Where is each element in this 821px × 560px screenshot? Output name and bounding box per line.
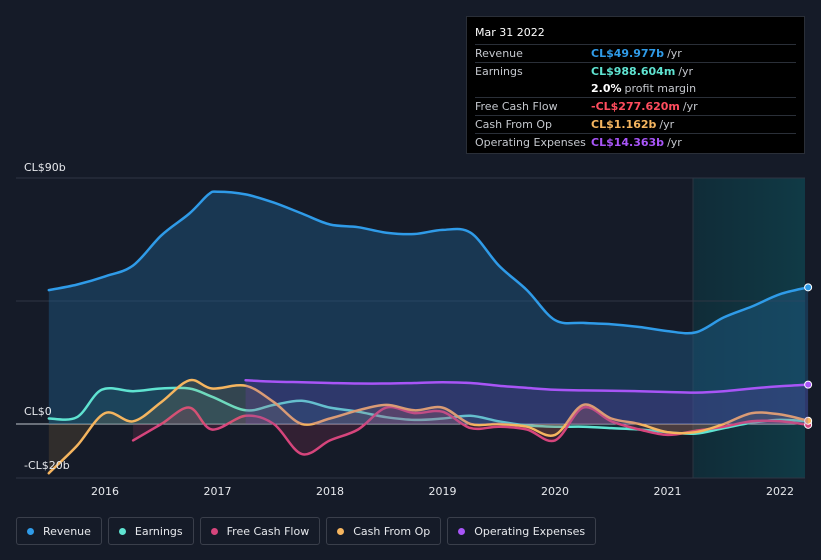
operating-expenses-series	[244, 379, 813, 424]
x-tick-label: 2018	[316, 485, 344, 498]
legend-label: Free Cash Flow	[226, 524, 310, 538]
y-tick-label: -CL$20b	[24, 459, 70, 472]
y-tick-label: CL$90b	[24, 161, 66, 174]
tooltip-unit: /yr	[667, 136, 682, 149]
tooltip-row-earnings: Earnings CL$988.604m /yr	[475, 62, 796, 80]
x-tick-label: 2016	[91, 485, 119, 498]
legend-earnings[interactable]: Earnings	[107, 517, 194, 545]
tooltip-row-profit-margin: 2.0% profit margin	[475, 80, 796, 97]
operating-expenses-end-marker	[804, 380, 813, 389]
tooltip-label	[475, 80, 591, 97]
chart: CL$90b CL$0 -CL$20b 2016 2017 2018 2019 2020 202…	[16, 161, 813, 498]
cash-from-op-end-marker	[804, 416, 813, 425]
cash-from-op-dot-icon	[337, 527, 345, 535]
x-tick-label: 2022	[766, 485, 794, 498]
tooltip-unit: /yr	[678, 65, 694, 78]
revenue-series	[47, 190, 813, 424]
tooltip-value: CL$49.977b	[591, 47, 665, 60]
free-cash-flow-line	[131, 405, 810, 456]
tooltip-value: CL$14.363b	[591, 136, 665, 149]
revenue-end-marker	[804, 283, 813, 292]
tooltip-value: -CL$277.620m	[591, 100, 680, 113]
revenue-area	[48, 191, 809, 424]
tooltip-row-cash-from-op: Cash From Op CL$1.162b /yr	[475, 115, 796, 133]
free-cash-flow-dot-icon	[210, 527, 218, 535]
legend-label: Earnings	[134, 524, 183, 538]
tooltip-value: CL$988.604m	[591, 65, 676, 78]
x-tick-label: 2019	[429, 485, 457, 498]
legend: Revenue Earnings Free Cash Flow Cash Fro…	[16, 517, 597, 545]
tooltip-label: Cash From Op	[475, 118, 553, 131]
tooltip-row-operating-expenses: Operating Expenses CL$14.363b /yr	[475, 133, 796, 151]
tooltip-unit: profit margin	[624, 82, 697, 95]
tooltip-unit: /yr	[682, 100, 698, 113]
revenue-dot-icon	[27, 527, 34, 535]
y-tick-label: CL$0	[24, 405, 52, 418]
tooltip: Mar 31 2022 Revenue CL$49.977b /yr Earni…	[466, 16, 805, 154]
tooltip-value: 2.0%	[591, 82, 622, 95]
tooltip-row-revenue: Revenue CL$49.977b /yr	[475, 44, 796, 62]
earnings-dot-icon	[118, 527, 126, 535]
operating-expenses-line	[244, 379, 810, 394]
cash-from-op-area	[48, 379, 809, 474]
cash-from-op-line	[47, 378, 810, 475]
legend-label: Cash From Op	[353, 524, 431, 538]
legend-revenue[interactable]: Revenue	[16, 517, 102, 545]
legend-label: Operating Expenses	[474, 524, 586, 538]
tooltip-label: Free Cash Flow	[475, 100, 558, 113]
tooltip-label: Operating Expenses	[475, 136, 586, 149]
tooltip-unit: /yr	[659, 118, 675, 131]
free-cash-flow-area	[133, 407, 809, 455]
cash-from-op-series	[47, 378, 813, 475]
tooltip-label: Earnings	[475, 65, 523, 78]
legend-free-cash-flow[interactable]: Free Cash Flow	[199, 517, 321, 545]
x-tick-label: 2020	[541, 485, 569, 498]
earnings-area	[48, 387, 809, 434]
tooltip-date: Mar 31 2022	[475, 26, 545, 39]
tooltip-row-free-cash-flow: Free Cash Flow -CL$277.620m /yr	[475, 97, 796, 115]
legend-cash-from-op[interactable]: Cash From Op	[326, 517, 442, 545]
x-tick-label: 2017	[204, 485, 232, 498]
x-tick-label: 2021	[654, 485, 682, 498]
revenue-line	[47, 190, 810, 335]
tooltip-label: Revenue	[475, 47, 523, 60]
legend-label: Revenue	[43, 524, 91, 538]
legend-operating-expenses[interactable]: Operating Expenses	[447, 517, 597, 545]
tooltip-value: CL$1.162b	[591, 118, 657, 131]
tooltip-unit: /yr	[667, 47, 682, 60]
operating-expenses-area	[245, 380, 809, 424]
operating-expenses-dot-icon	[458, 527, 466, 535]
